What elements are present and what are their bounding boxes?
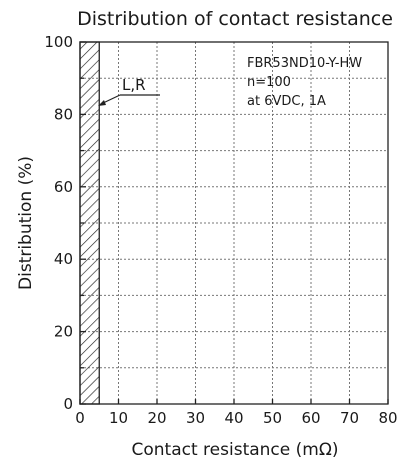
y-tick-label: 100 xyxy=(44,33,73,51)
y-tick-label: 80 xyxy=(54,105,73,123)
x-axis-label: Contact resistance (mΩ) xyxy=(132,440,339,460)
y-tick-label: 20 xyxy=(54,323,73,341)
x-tick-label: 60 xyxy=(301,409,320,427)
chart-title: Distribution of contact resistance xyxy=(77,8,393,30)
x-tick-label: 20 xyxy=(147,409,166,427)
y-tick-label: 60 xyxy=(54,178,73,196)
callout: L,R xyxy=(98,76,160,106)
sample-size-annotation: n=100 xyxy=(247,75,291,90)
y-axis-label: Distribution (%) xyxy=(16,156,36,290)
callout-label: L,R xyxy=(122,76,146,94)
x-tick-label: 70 xyxy=(340,409,359,427)
x-tick-label: 50 xyxy=(263,409,282,427)
x-tick-label: 10 xyxy=(109,409,128,427)
x-tick-label: 80 xyxy=(378,409,397,427)
x-tick-label: 0 xyxy=(75,409,85,427)
x-tick-label: 30 xyxy=(186,409,205,427)
legend-annotation: FBR53ND10-Y-HW n=100 at 6VDC, 1A xyxy=(247,56,362,109)
tick-layer: 0 10 20 30 40 50 60 70 80 0 20 40 60 80 100 xyxy=(44,33,397,427)
test-condition-annotation: at 6VDC, 1A xyxy=(247,94,326,109)
y-tick-label: 40 xyxy=(54,250,73,268)
grid-layer xyxy=(80,42,388,404)
model-annotation: FBR53ND10-Y-HW xyxy=(247,56,362,71)
y-tick-label: 0 xyxy=(63,395,73,413)
callout-arrowhead xyxy=(98,100,106,106)
x-tick-label: 40 xyxy=(224,409,243,427)
